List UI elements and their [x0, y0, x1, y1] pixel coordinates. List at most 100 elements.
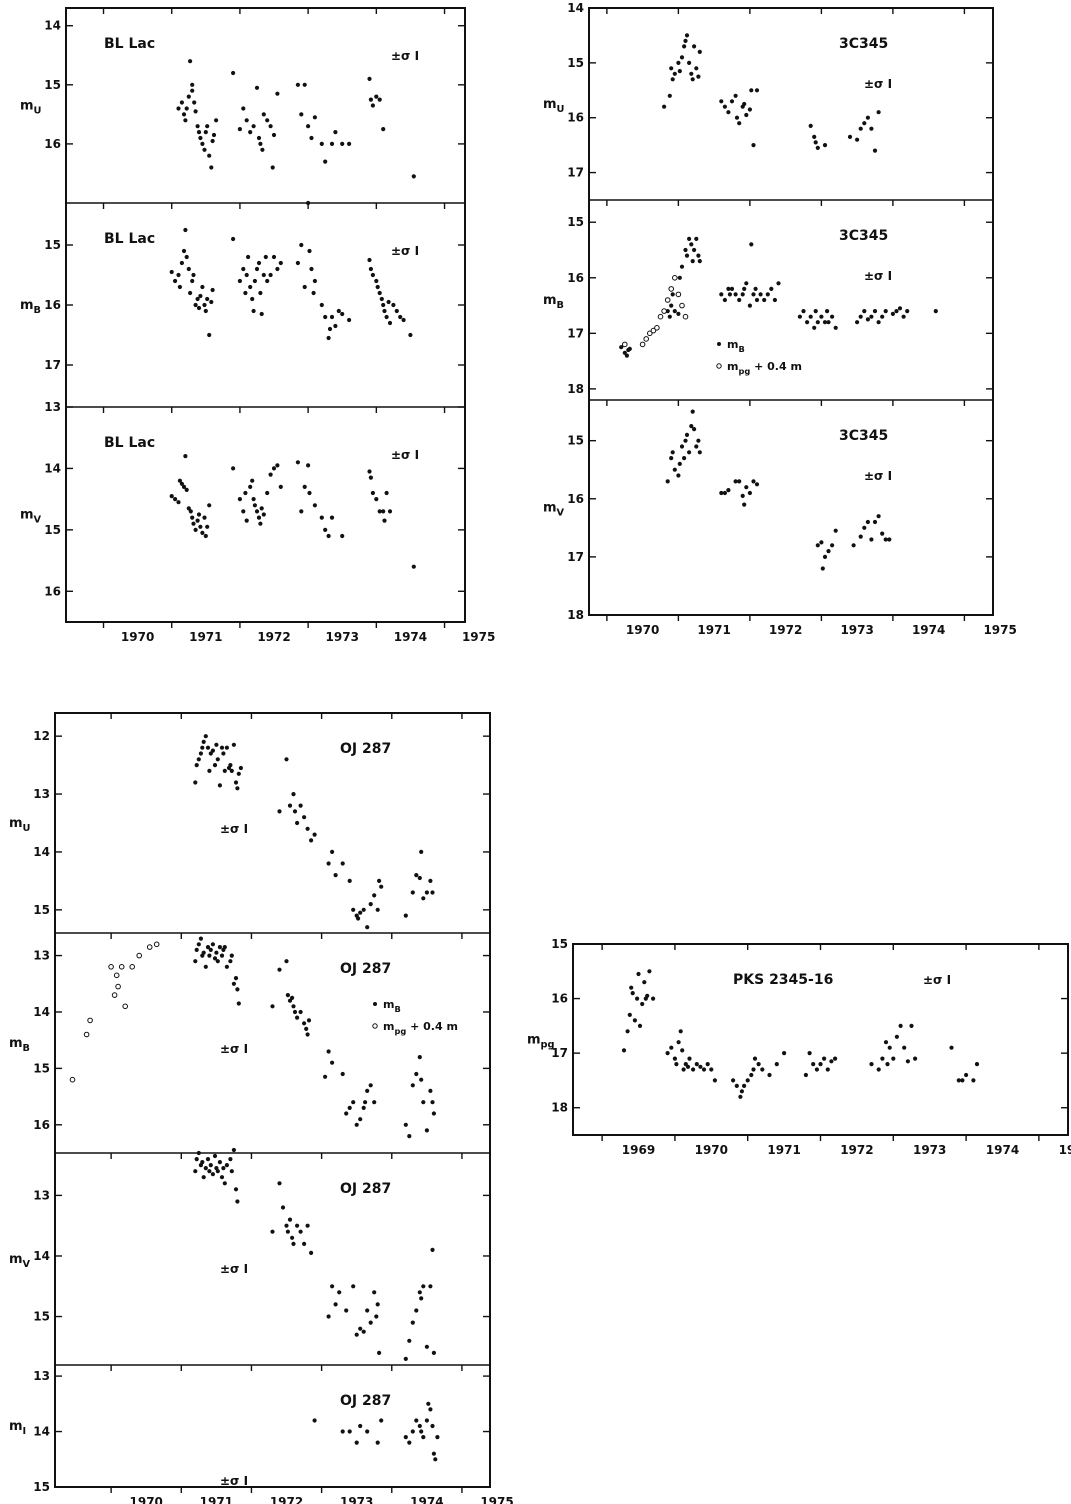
data-point: [200, 745, 205, 750]
data-point: [258, 521, 263, 526]
y-tick-label: 14: [44, 19, 61, 33]
data-point: [323, 159, 328, 164]
data-point: [183, 227, 188, 233]
y-tick-label: 14: [44, 461, 61, 475]
data-point: [960, 1078, 965, 1083]
data-point: [689, 424, 694, 429]
data-point: [754, 482, 760, 487]
data-point: [215, 757, 220, 762]
data-point: [347, 141, 352, 146]
data-point: [897, 306, 903, 311]
data-point: [664, 297, 671, 303]
data-point: [201, 950, 206, 955]
panel-title: OJ 287: [340, 1181, 391, 1197]
data-point: [808, 314, 813, 319]
data-point: [202, 302, 207, 308]
data-point: [818, 1062, 823, 1067]
x-tick-label: 1971: [767, 1143, 800, 1157]
data-point: [696, 253, 701, 258]
data-point: [876, 1067, 881, 1072]
data-point: [665, 1051, 670, 1056]
data-point: [679, 264, 685, 269]
data-point: [201, 1175, 206, 1180]
data-point: [701, 1067, 707, 1072]
data-point: [302, 1241, 307, 1246]
data-point: [236, 771, 241, 776]
data-point: [430, 1100, 435, 1105]
data-point: [198, 135, 203, 141]
data-point: [729, 286, 735, 291]
data-point: [647, 330, 653, 337]
data-point: [363, 1100, 368, 1105]
data-point: [858, 534, 863, 539]
data-point: [862, 121, 867, 126]
data-point: [319, 302, 324, 308]
data-point: [819, 540, 824, 545]
data-point: [326, 1314, 331, 1319]
data-point: [284, 959, 289, 964]
data-point: [822, 1056, 827, 1061]
data-point: [241, 266, 246, 272]
data-point: [219, 953, 225, 958]
data-point: [417, 1423, 422, 1429]
data-point: [203, 1166, 208, 1171]
x-tick-label: 1974: [394, 630, 427, 644]
data-point: [639, 341, 646, 348]
data-point: [697, 259, 702, 264]
data-point: [179, 481, 184, 486]
data-point: [198, 751, 203, 756]
data-point: [705, 1062, 710, 1067]
data-point: [820, 566, 825, 571]
data-point: [311, 290, 316, 296]
data-point: [193, 109, 198, 114]
data-point: [238, 765, 243, 771]
data-point: [760, 1067, 765, 1072]
data-point: [894, 1034, 900, 1039]
data-point: [679, 302, 685, 309]
data-point: [382, 518, 387, 523]
data-point: [411, 564, 416, 569]
panel-2: 15 16 17 18 mB 3C345 ±σ I mB mpg + 0.4 m: [543, 199, 993, 396]
data-point: [690, 259, 695, 264]
data-point: [306, 124, 311, 129]
data-point: [368, 266, 373, 272]
data-point: [217, 945, 222, 950]
y-tick-label: 15: [33, 1310, 50, 1324]
x-tick-label: 1974: [912, 623, 945, 637]
data-point: [428, 1088, 433, 1093]
data-point: [295, 460, 300, 465]
chart-frame: [65, 7, 466, 623]
y-tick-label: 16: [567, 492, 584, 506]
data-point: [756, 1062, 761, 1067]
x-tick-label: 1975: [1059, 1143, 1071, 1157]
data-point: [295, 820, 300, 826]
data-point: [312, 278, 317, 284]
data-point: [237, 127, 242, 132]
data-point: [176, 500, 181, 505]
data-point: [629, 985, 634, 990]
data-point: [738, 1094, 743, 1099]
data-point: [669, 456, 674, 461]
data-point: [298, 803, 303, 808]
data-point: [833, 1056, 838, 1061]
data-point: [295, 1223, 300, 1228]
data-point: [368, 475, 373, 480]
data-point: [727, 292, 733, 297]
data-point: [370, 272, 375, 278]
data-point: [290, 1235, 295, 1240]
data-point: [692, 44, 697, 49]
data-point: [217, 783, 222, 788]
data-point: [744, 112, 749, 118]
data-point: [880, 531, 885, 536]
data-point: [872, 148, 878, 153]
data-point: [280, 1205, 286, 1210]
data-point: [865, 317, 871, 322]
x-tick-label: 1975: [480, 1495, 513, 1504]
data-point: [205, 945, 211, 950]
data-point: [251, 497, 256, 502]
data-point: [210, 942, 215, 947]
data-point: [207, 953, 212, 958]
data-point: [753, 286, 758, 291]
data-point: [190, 88, 195, 93]
data-point: [231, 236, 236, 242]
